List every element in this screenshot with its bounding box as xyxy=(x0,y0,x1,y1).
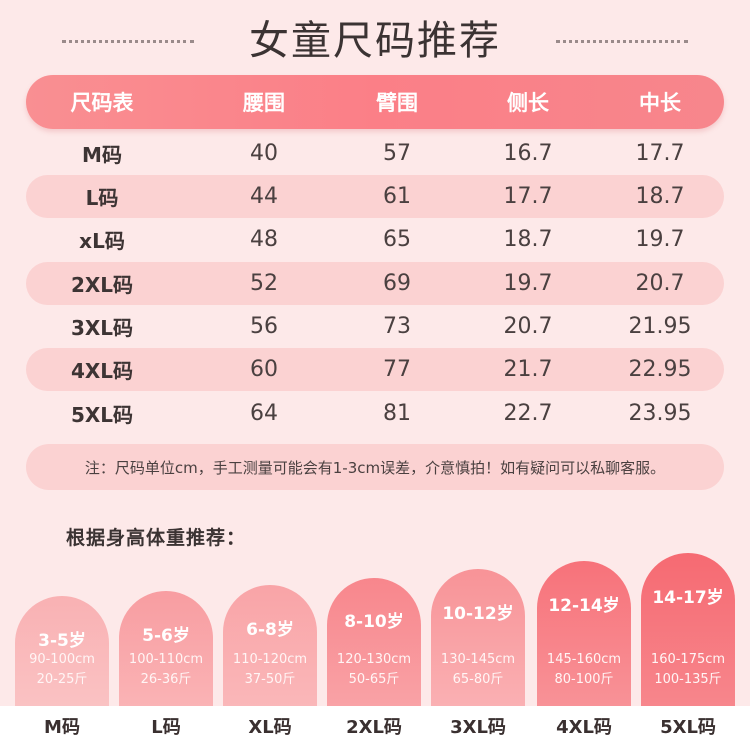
header-arm: 臂围 xyxy=(376,91,418,115)
size-label-strip xyxy=(0,706,750,750)
size-label: 3XL码 xyxy=(450,717,506,738)
table-row: 4XL码 60 77 21.7 22.95 xyxy=(26,348,724,391)
size-cell: xL码 xyxy=(79,229,125,253)
measurement-note: 注：尺码单位cm，手工测量可能会有1-3cm误差，介意慎拍！如有疑问可以私聊客服… xyxy=(26,444,724,490)
weight-range: 100-135斤 xyxy=(654,672,722,687)
height-range: 120-130cm xyxy=(336,652,412,667)
weight-range: 26-36斤 xyxy=(140,672,192,687)
recommend-card: 6-8岁 110-120cm 37-50斤 xyxy=(223,585,317,706)
size-cell: 3XL码 xyxy=(70,316,134,340)
title-divider-left xyxy=(62,40,194,43)
arm-cell: 57 xyxy=(383,141,411,166)
size-label: 4XL码 xyxy=(556,717,612,738)
side-length-cell: 20.7 xyxy=(503,314,553,339)
header-waist: 腰围 xyxy=(243,91,285,115)
age-range: 5-6岁 xyxy=(142,626,190,646)
age-range: 6-8岁 xyxy=(246,620,294,640)
size-label: 5XL码 xyxy=(660,717,716,738)
mid-length-cell: 21.95 xyxy=(628,314,692,339)
recommend-card: 10-12岁 130-145cm 65-80斤 xyxy=(431,569,525,706)
side-length-cell: 21.7 xyxy=(503,357,553,382)
arm-cell: 73 xyxy=(383,314,411,339)
waist-cell: 44 xyxy=(250,184,278,209)
height-range: 160-175cm xyxy=(650,652,726,667)
size-label: XL码 xyxy=(248,717,292,738)
page-title: 女童尺码推荐 xyxy=(249,18,501,64)
waist-cell: 48 xyxy=(250,227,278,252)
recommend-card: 8-10岁 120-130cm 50-65斤 xyxy=(327,578,421,706)
table-row: 2XL码 52 69 19.7 20.7 xyxy=(26,262,724,305)
title-divider-right xyxy=(556,40,688,43)
height-range: 110-120cm xyxy=(232,652,308,667)
arm-cell: 69 xyxy=(383,271,411,296)
table-row: M码 40 57 16.7 17.7 xyxy=(26,132,724,175)
size-label: L码 xyxy=(151,717,181,738)
size-cell: M码 xyxy=(82,143,122,167)
size-cell: L码 xyxy=(85,186,119,210)
recommend-card: 14-17岁 160-175cm 100-135斤 xyxy=(641,553,735,706)
side-length-cell: 22.7 xyxy=(503,401,553,426)
age-range: 3-5岁 xyxy=(38,631,86,651)
size-label: M码 xyxy=(44,717,80,738)
side-length-cell: 17.7 xyxy=(503,184,553,209)
height-range: 130-145cm xyxy=(440,652,516,667)
size-label: 2XL码 xyxy=(346,717,402,738)
mid-length-cell: 17.7 xyxy=(635,141,685,166)
mid-length-cell: 18.7 xyxy=(635,184,685,209)
age-range: 10-12岁 xyxy=(442,604,514,624)
arm-cell: 77 xyxy=(383,357,411,382)
height-range: 90-100cm xyxy=(29,652,95,667)
table-row: xL码 48 65 18.7 19.7 xyxy=(26,218,724,261)
size-cell: 2XL码 xyxy=(70,273,134,297)
table-row: L码 44 61 17.7 18.7 xyxy=(26,175,724,218)
weight-range: 50-65斤 xyxy=(348,672,400,687)
weight-range: 65-80斤 xyxy=(452,672,504,687)
age-range: 8-10岁 xyxy=(344,612,404,632)
arm-cell: 65 xyxy=(383,227,411,252)
weight-range: 37-50斤 xyxy=(244,672,296,687)
weight-range: 80-100斤 xyxy=(554,672,614,687)
mid-length-cell: 20.7 xyxy=(635,271,685,296)
arm-cell: 61 xyxy=(383,184,411,209)
table-header: 尺码表 腰围 臂围 侧长 中长 xyxy=(26,75,724,129)
waist-cell: 56 xyxy=(250,314,278,339)
mid-length-cell: 19.7 xyxy=(635,227,685,252)
size-cell: 5XL码 xyxy=(70,403,134,427)
side-length-cell: 18.7 xyxy=(503,227,553,252)
weight-range: 20-25斤 xyxy=(36,672,88,687)
recommend-card: 3-5岁 90-100cm 20-25斤 xyxy=(15,596,109,706)
recommend-card: 5-6岁 100-110cm 26-36斤 xyxy=(119,591,213,706)
waist-cell: 64 xyxy=(250,401,278,426)
table-row: 3XL码 56 73 20.7 21.95 xyxy=(26,305,724,348)
waist-cell: 60 xyxy=(250,357,278,382)
mid-length-cell: 23.95 xyxy=(628,401,692,426)
side-length-cell: 16.7 xyxy=(503,141,553,166)
recommend-card: 12-14岁 145-160cm 80-100斤 xyxy=(537,561,631,706)
arm-cell: 81 xyxy=(383,401,411,426)
header-mid-length: 中长 xyxy=(639,91,681,115)
mid-length-cell: 22.95 xyxy=(628,357,692,382)
height-range: 100-110cm xyxy=(128,652,204,667)
title-area: 女童尺码推荐 xyxy=(0,0,750,72)
age-range: 12-14岁 xyxy=(548,596,620,616)
waist-cell: 52 xyxy=(250,271,278,296)
waist-cell: 40 xyxy=(250,141,278,166)
header-size: 尺码表 xyxy=(70,91,134,115)
size-cell: 4XL码 xyxy=(70,359,134,383)
height-range: 145-160cm xyxy=(546,652,622,667)
table-row: 5XL码 64 81 22.7 23.95 xyxy=(26,392,724,435)
side-length-cell: 19.7 xyxy=(503,271,553,296)
recommendation-title: 根据身高体重推荐： xyxy=(66,527,247,549)
header-side-length: 侧长 xyxy=(507,91,549,115)
age-range: 14-17岁 xyxy=(652,588,724,608)
